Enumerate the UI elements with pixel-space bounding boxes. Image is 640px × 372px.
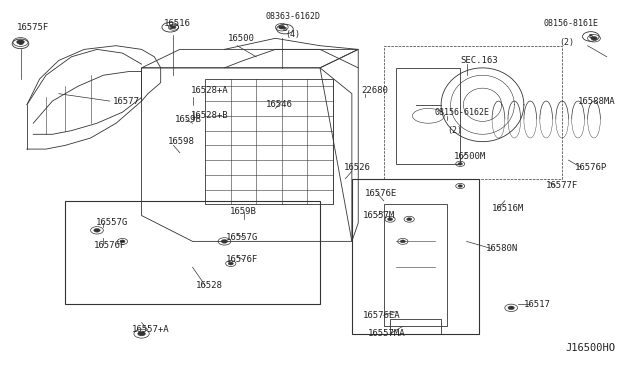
Circle shape: [228, 262, 234, 265]
Text: 16557G: 16557G: [96, 218, 128, 227]
Text: 16500: 16500: [228, 34, 255, 43]
Circle shape: [278, 25, 285, 29]
Text: 16557MA: 16557MA: [368, 329, 405, 338]
Circle shape: [94, 228, 100, 232]
Circle shape: [17, 40, 24, 44]
Text: 16588MA: 16588MA: [578, 97, 616, 106]
Text: 16577F: 16577F: [546, 182, 579, 190]
Text: 08156-8161E: 08156-8161E: [543, 19, 598, 28]
Text: 22680: 22680: [362, 86, 388, 94]
Text: 16528: 16528: [196, 281, 223, 290]
Text: (2): (2): [447, 126, 463, 135]
Text: 16516M: 16516M: [492, 203, 524, 213]
Text: 16576P: 16576P: [575, 163, 607, 172]
Circle shape: [508, 306, 515, 310]
Text: 16517: 16517: [524, 300, 551, 309]
Text: B: B: [19, 41, 22, 46]
Text: 16576F: 16576F: [94, 241, 126, 250]
Circle shape: [406, 218, 412, 221]
Text: 16557M: 16557M: [364, 211, 396, 220]
Circle shape: [591, 36, 597, 40]
Circle shape: [458, 163, 463, 165]
Text: 16576EA: 16576EA: [364, 311, 401, 320]
Text: (4): (4): [285, 30, 300, 39]
Text: 16557+A: 16557+A: [132, 326, 170, 334]
Text: (2): (2): [559, 38, 574, 46]
Text: J16500HO: J16500HO: [565, 343, 615, 353]
Circle shape: [400, 240, 405, 243]
Text: 16575F: 16575F: [17, 23, 49, 32]
Text: 08363-6162D: 08363-6162D: [266, 12, 321, 21]
Text: 16546: 16546: [266, 100, 292, 109]
Text: 08156-6162E: 08156-6162E: [435, 108, 490, 117]
Text: B: B: [283, 26, 287, 32]
Text: 16576F: 16576F: [226, 255, 258, 264]
Text: B: B: [168, 25, 172, 30]
Text: 16526: 16526: [344, 163, 371, 172]
Circle shape: [138, 331, 145, 336]
Text: 16598: 16598: [168, 137, 195, 146]
Circle shape: [171, 26, 176, 29]
Circle shape: [388, 218, 393, 221]
Circle shape: [120, 240, 125, 243]
Text: 1659B: 1659B: [230, 207, 257, 217]
Circle shape: [221, 240, 228, 243]
Circle shape: [458, 185, 463, 187]
Text: 16557G: 16557G: [226, 233, 258, 242]
Text: 16528+A: 16528+A: [191, 86, 229, 94]
Text: 16576E: 16576E: [365, 189, 397, 198]
Text: 16516: 16516: [164, 19, 191, 28]
Text: 1659B: 1659B: [175, 115, 202, 124]
Text: 16577: 16577: [113, 97, 140, 106]
Text: SEC.163: SEC.163: [460, 56, 498, 65]
Text: 16500M: 16500M: [454, 152, 486, 161]
Text: B: B: [589, 34, 593, 39]
Text: 16580N: 16580N: [486, 244, 518, 253]
Text: 16528+B: 16528+B: [191, 111, 229, 121]
